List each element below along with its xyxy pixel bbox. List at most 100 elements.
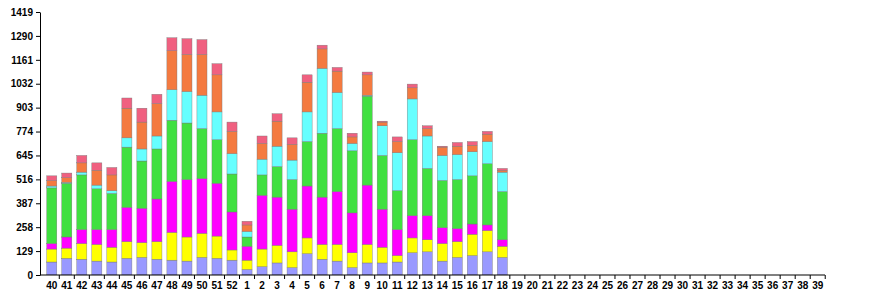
bar-segment xyxy=(47,249,57,262)
bar-segment xyxy=(62,178,72,183)
bar-segment xyxy=(467,256,477,275)
x-tick: 46 xyxy=(136,275,149,291)
x-tick-mark xyxy=(780,275,781,279)
x-tick-mark xyxy=(314,275,315,279)
bar-segment xyxy=(92,185,102,189)
bar-segment xyxy=(482,164,492,225)
x-tick-mark xyxy=(374,275,375,279)
x-tick-label: 51 xyxy=(211,280,223,291)
x-tick-label: 5 xyxy=(304,280,310,291)
bar-segment xyxy=(152,104,162,136)
bar-segment xyxy=(302,112,312,142)
y-axis: 01292583875166457749031032116112901419 xyxy=(11,7,41,281)
x-tick-label: 36 xyxy=(767,280,779,291)
bar-segment xyxy=(467,152,477,176)
y-tick: 774 xyxy=(16,126,40,137)
x-tick: 19 xyxy=(512,275,525,291)
bar-segment xyxy=(452,155,462,180)
bar-segment xyxy=(212,258,222,275)
bar-segment xyxy=(332,71,342,92)
y-tick: 516 xyxy=(16,174,40,185)
bar-segment xyxy=(197,233,207,257)
bar-segment xyxy=(467,176,477,224)
bar-segment xyxy=(167,90,177,121)
bar-segment xyxy=(77,259,87,275)
x-tick-label: 16 xyxy=(467,280,479,291)
bar-segment xyxy=(227,122,237,131)
bar-segment xyxy=(107,247,117,262)
x-tick-mark xyxy=(629,275,630,279)
y-tick: 1032 xyxy=(11,78,40,89)
bar-segment xyxy=(152,149,162,199)
bar-segment xyxy=(257,195,267,249)
bar-segment xyxy=(167,181,177,232)
y-tick-label: 774 xyxy=(16,126,33,137)
x-tick: 21 xyxy=(542,275,555,291)
x-tick-mark xyxy=(224,275,225,279)
bar-segment xyxy=(377,155,387,209)
x-tick: 47 xyxy=(151,275,164,291)
bar-segment xyxy=(317,49,327,68)
bar-segment xyxy=(422,252,432,275)
x-tick-label: 31 xyxy=(692,280,704,291)
x-tick-label: 38 xyxy=(797,280,809,291)
y-tick-label: 129 xyxy=(16,246,33,257)
bar-segment xyxy=(422,216,432,240)
y-tick-label: 1290 xyxy=(11,31,34,42)
x-tick-label: 3 xyxy=(274,280,280,291)
y-tick-mark xyxy=(36,60,40,61)
x-tick: 13 xyxy=(422,275,435,291)
bar-segment xyxy=(482,252,492,275)
x-tick: 39 xyxy=(812,275,825,291)
y-tick-label: 516 xyxy=(16,174,33,185)
bar-segment xyxy=(167,51,177,90)
bar-segment xyxy=(152,259,162,275)
x-tick-label: 6 xyxy=(319,280,325,291)
bar-segment xyxy=(197,257,207,275)
bar-segment xyxy=(317,45,327,49)
bar-segment xyxy=(362,96,372,185)
x-tick-mark xyxy=(464,275,465,279)
bar-segment xyxy=(317,133,327,197)
bar-segment xyxy=(437,180,447,227)
x-tick: 23 xyxy=(572,275,585,291)
x-axis: 4041424344454647484950515212345678910111… xyxy=(40,275,825,291)
bar-segment xyxy=(227,154,237,174)
x-tick-label: 34 xyxy=(737,280,749,291)
bar-segment xyxy=(497,192,507,240)
bar-segment xyxy=(437,243,447,261)
bar-segment xyxy=(272,114,282,121)
bar-segment xyxy=(182,123,192,180)
x-tick-mark xyxy=(419,275,420,279)
bar-segment xyxy=(302,254,312,275)
x-tick-mark xyxy=(179,275,180,279)
bar-segment xyxy=(257,136,267,143)
x-tick-label: 40 xyxy=(46,280,58,291)
x-tick-mark xyxy=(269,275,270,279)
bar-segment xyxy=(137,208,147,242)
y-tick-label: 903 xyxy=(16,102,33,113)
x-tick-mark xyxy=(449,275,450,279)
bar-segment xyxy=(152,242,162,260)
x-tick: 52 xyxy=(226,275,239,291)
bar-segment xyxy=(497,170,507,172)
bar-segment xyxy=(392,142,402,153)
bar-segment xyxy=(47,186,57,188)
bar-segment xyxy=(332,67,342,71)
y-tick-mark xyxy=(36,275,40,276)
x-tick-mark xyxy=(569,275,570,279)
y-tick: 258 xyxy=(16,222,40,233)
bar-segment xyxy=(392,153,402,191)
x-tick: 49 xyxy=(181,275,194,291)
bar-segment xyxy=(137,149,147,161)
x-tick: 40 xyxy=(46,275,59,291)
bar-segment xyxy=(92,189,102,230)
bar-segment xyxy=(332,261,342,275)
bar-segment xyxy=(302,142,312,186)
y-tick: 1419 xyxy=(11,7,40,18)
bar-segment xyxy=(212,75,222,112)
x-tick-mark xyxy=(479,275,480,279)
x-tick: 24 xyxy=(587,275,600,291)
x-tick-mark xyxy=(539,275,540,279)
bar-segment xyxy=(107,175,117,191)
